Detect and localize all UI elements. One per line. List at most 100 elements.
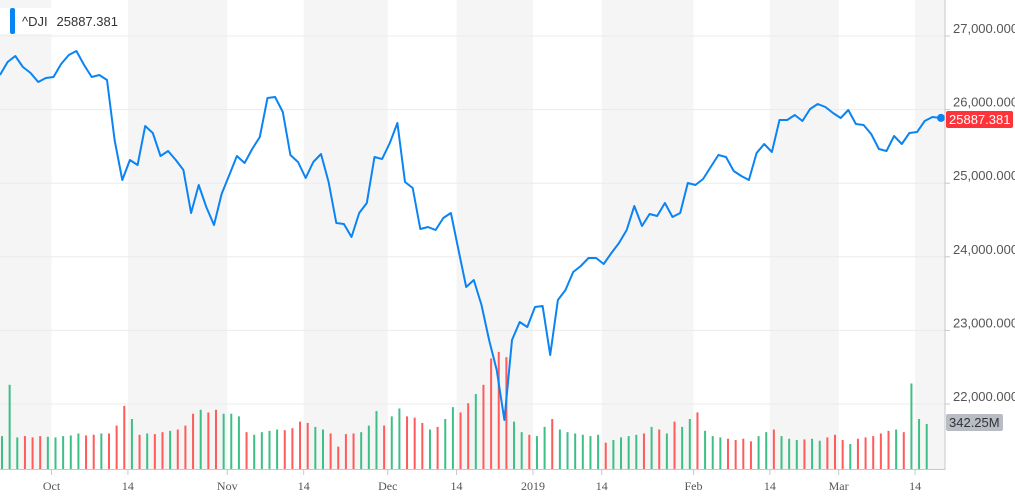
y-tick-label: 23,000.000: [953, 315, 1015, 330]
volume-bar: [352, 433, 355, 469]
x-tick-label: 14: [909, 479, 921, 493]
volume-bar: [16, 437, 19, 469]
volume-bar: [849, 444, 852, 469]
volume-bar: [826, 437, 829, 469]
volume-bar: [222, 413, 225, 469]
background-band: [769, 0, 839, 469]
volume-bar: [711, 436, 714, 469]
volume-bar: [467, 403, 470, 469]
x-tick-label: 14: [596, 479, 608, 493]
volume-bar: [574, 433, 577, 469]
volume-bar: [321, 429, 324, 469]
volume-bar: [918, 419, 921, 469]
volume-bar: [673, 421, 676, 469]
volume-bar: [650, 426, 653, 469]
volume-bar: [245, 432, 248, 469]
volume-bars: [1, 351, 928, 469]
x-tick-label: 14: [122, 479, 134, 493]
volume-bar: [490, 358, 493, 469]
current-price-tag: 25887.381: [946, 111, 1014, 128]
legend: ^DJI 25887.381: [0, 8, 126, 34]
current-volume-tag: 342.25M: [946, 414, 1003, 431]
volume-bar: [360, 432, 363, 469]
volume-bar: [459, 412, 462, 469]
x-tick-label: Feb: [684, 479, 702, 493]
volume-bar: [734, 440, 737, 469]
background-band: [127, 0, 228, 469]
x-tick-label: Nov: [217, 479, 238, 493]
volume-bar: [8, 384, 11, 469]
volume-bar: [513, 421, 516, 469]
volume-bar: [482, 384, 485, 469]
volume-bar: [291, 428, 294, 469]
volume-bar: [62, 436, 65, 469]
volume-bar: [237, 416, 240, 469]
volume-bar: [192, 413, 195, 469]
volume-bar: [719, 437, 722, 469]
volume-bar: [383, 425, 386, 469]
volume-bar: [742, 438, 745, 469]
volume-bar: [543, 426, 546, 469]
volume-bar: [856, 438, 859, 469]
volume-bar: [505, 357, 508, 469]
volume-bar: [925, 423, 928, 469]
volume-bar: [444, 419, 447, 469]
volume-bar: [107, 433, 110, 469]
volume-bar: [451, 407, 454, 469]
y-tick-label: 26,000.000: [953, 95, 1015, 110]
volume-bar: [757, 436, 760, 469]
volume-bar: [811, 438, 814, 469]
volume-bar: [688, 419, 691, 469]
volume-bar: [887, 430, 890, 469]
volume-bar: [788, 438, 791, 469]
volume-bar: [841, 440, 844, 469]
volume-bar: [92, 434, 95, 469]
volume-bar: [299, 421, 302, 469]
volume-bar: [535, 436, 538, 469]
volume-bar: [497, 351, 500, 469]
y-tick-label: 22,000.000: [953, 389, 1015, 404]
volume-bar: [344, 434, 347, 469]
y-tick-label: 27,000.000: [953, 21, 1015, 36]
volume-bar: [696, 412, 699, 469]
volume-bar: [627, 436, 630, 469]
volume-bar: [375, 411, 378, 469]
volume-bar: [1, 436, 3, 469]
background-bands: [0, 0, 945, 469]
x-tick-label: 2019: [521, 479, 545, 493]
y-tick-label: 24,000.000: [953, 242, 1015, 257]
legend-symbol: ^DJI: [22, 13, 48, 29]
volume-bar: [268, 430, 271, 469]
volume-bar: [260, 432, 263, 469]
x-tick-label: 14: [764, 479, 776, 493]
volume-bar: [803, 439, 806, 469]
volume-bar: [46, 436, 49, 469]
x-tick-label: Dec: [378, 479, 397, 493]
volume-bar: [581, 434, 584, 469]
volume-bar: [337, 446, 340, 469]
volume-bar: [635, 434, 638, 469]
volume-bar: [406, 416, 409, 469]
volume-bar: [436, 426, 439, 469]
background-band: [303, 0, 388, 469]
volume-bar: [558, 429, 561, 469]
volume-bar: [902, 432, 905, 469]
volume-bar: [520, 432, 523, 469]
volume-bar: [818, 440, 821, 469]
volume-bar: [895, 429, 898, 469]
volume-bar: [276, 429, 279, 469]
volume-bar: [658, 429, 661, 469]
volume-bar: [367, 425, 370, 469]
volume-bar: [146, 433, 149, 469]
volume-bar: [184, 425, 187, 469]
volume-bar: [589, 436, 592, 469]
x-tick-label: 14: [451, 479, 463, 493]
y-tick-label: 25,000.000: [953, 168, 1015, 183]
volume-bar: [115, 425, 118, 469]
volume-bar: [879, 433, 882, 469]
volume-bar: [153, 434, 156, 469]
gridlines: [0, 35, 945, 405]
volume-bar: [207, 412, 210, 469]
volume-bar: [780, 436, 783, 469]
volume-bar: [138, 434, 141, 469]
